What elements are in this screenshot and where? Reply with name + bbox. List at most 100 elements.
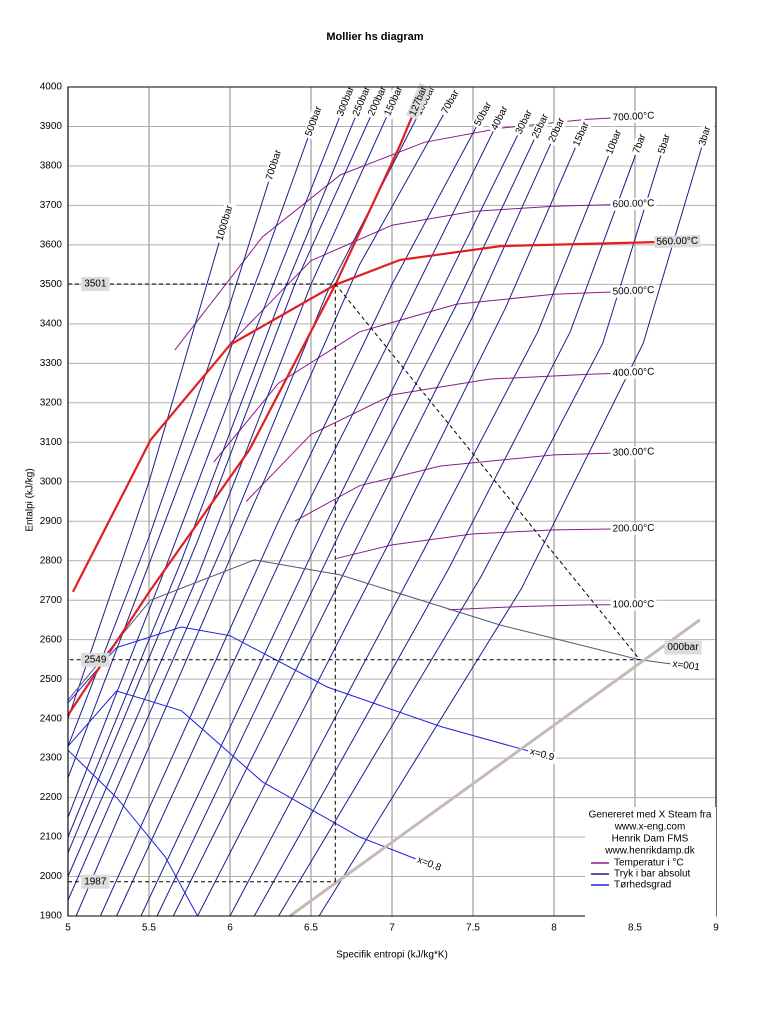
series-label-bg	[406, 82, 431, 120]
y-tick-label: 3900	[40, 121, 63, 132]
series-label-bg	[610, 109, 657, 125]
series-line	[245, 371, 655, 502]
legend: Genereret med X Steam frawww.x-eng.comHe…	[585, 807, 716, 917]
series-label: 500.00°C	[612, 285, 654, 298]
legend-label: Tryk i bar absolut	[614, 869, 691, 880]
series-label: 600.00°C	[612, 198, 654, 210]
series-label: 100.00°C	[613, 599, 655, 610]
series-label: 200.00°C	[613, 523, 655, 535]
y-tick-label: 1900	[40, 911, 63, 922]
x-tick-label: 6.5	[304, 923, 318, 934]
series-line	[294, 451, 655, 522]
series-label-bg	[302, 102, 326, 140]
plot-frame	[67, 86, 717, 917]
series-label-group: 300.00°C	[610, 445, 657, 460]
legend-label: Temperatur i °C	[614, 858, 684, 869]
series-line	[335, 527, 655, 560]
series-line	[174, 115, 655, 351]
y-tick-label: 2100	[40, 832, 63, 843]
annotation: 3501	[84, 279, 107, 290]
series-label-group: x=001	[669, 657, 703, 674]
x-tick-label: 7.5	[466, 923, 480, 934]
series-label-bg	[333, 82, 358, 121]
series-line	[278, 134, 668, 917]
annotation-bg	[81, 652, 110, 667]
series-line	[318, 126, 709, 917]
series-label-group: 500.00°C	[610, 284, 657, 299]
x-tick-label: 6	[227, 923, 233, 934]
y-tick-label: 3600	[40, 240, 63, 251]
series-line	[116, 106, 506, 917]
series-label: 560.00°C	[656, 236, 698, 248]
series-label-group: 700.00°C	[610, 109, 657, 125]
x-tick-label: 7	[389, 923, 395, 934]
y-tick-label: 2400	[40, 713, 63, 724]
x-tick-label: 5.5	[142, 923, 156, 934]
series-line	[67, 150, 280, 747]
y-tick-label: 3000	[40, 476, 63, 487]
series-line	[67, 86, 369, 838]
series-line	[67, 106, 320, 778]
series-label-bg	[528, 110, 553, 143]
series-label-bg	[413, 853, 445, 875]
series-line	[67, 690, 441, 870]
annotation: 1987	[84, 876, 107, 887]
series-label-bg	[213, 201, 237, 245]
series-label-bg	[629, 130, 650, 158]
annotation: 2549	[84, 654, 107, 665]
series-label-bg	[669, 657, 703, 674]
series-label-bg	[610, 284, 657, 299]
series-label-group: 100.00°C	[610, 598, 657, 611]
series-label-group: 400.00°C	[610, 365, 657, 380]
y-tick-label: 3500	[40, 279, 63, 290]
series-label-bg	[262, 146, 285, 184]
series-label-bg	[610, 598, 657, 611]
annotation-bg	[81, 276, 110, 291]
line-labels: 700.00°C 600.00°C 500.00°C 400.00°C 300.00°C…	[81, 82, 715, 889]
series-line	[156, 114, 547, 917]
y-tick-label: 2500	[40, 674, 63, 685]
y-tick-label: 3400	[40, 318, 63, 329]
series-line	[229, 130, 620, 917]
series-label-group: 5bar	[655, 130, 674, 158]
credit-text: www.x-eng.com	[614, 822, 686, 833]
x-tick-label: 8.5	[628, 923, 642, 934]
series-line	[67, 626, 555, 759]
series-label-bg	[512, 106, 536, 139]
y-tick-label: 2300	[40, 753, 63, 764]
series-line	[253, 134, 644, 917]
series-label-bg	[364, 82, 391, 120]
series-label-bg	[610, 445, 657, 460]
y-tick-label: 2700	[40, 595, 63, 606]
legend-label: Tørhedsgrad	[614, 880, 671, 891]
series-line	[197, 122, 587, 917]
annotation-bg	[664, 640, 702, 655]
series-line	[68, 283, 641, 661]
y-tick-label: 3100	[40, 437, 63, 448]
series-label: 300.00°C	[612, 446, 654, 458]
credit-text: Genereret med X Steam fra	[589, 810, 712, 821]
series-label-group: 600.00°C	[610, 197, 657, 211]
series-label-group: 200.00°C	[610, 522, 657, 535]
series-label-bg	[569, 118, 593, 151]
series-label-bg	[602, 126, 626, 159]
series-label-bg	[380, 82, 407, 120]
y-tick-label: 3200	[40, 397, 63, 408]
x-tick-label: 8	[551, 923, 557, 934]
x-tick-label: 9	[713, 923, 719, 934]
series-label-bg	[487, 102, 512, 135]
series-line	[67, 86, 401, 877]
series-label-bg	[526, 745, 558, 765]
series-line	[289, 618, 701, 918]
series-label-bg	[654, 234, 701, 249]
series-label-bg	[610, 365, 657, 380]
y-tick-label: 3800	[40, 161, 63, 172]
series-label: 700.00°C	[612, 110, 654, 123]
series-line	[67, 86, 426, 716]
y-tick-label: 2800	[40, 555, 63, 566]
chart-title: Mollier hs diagram	[326, 31, 423, 43]
annotation-bg	[81, 874, 110, 889]
series-label-group: 3bar	[695, 122, 715, 150]
credit-text: www.henrikdamp.dk	[604, 846, 695, 857]
